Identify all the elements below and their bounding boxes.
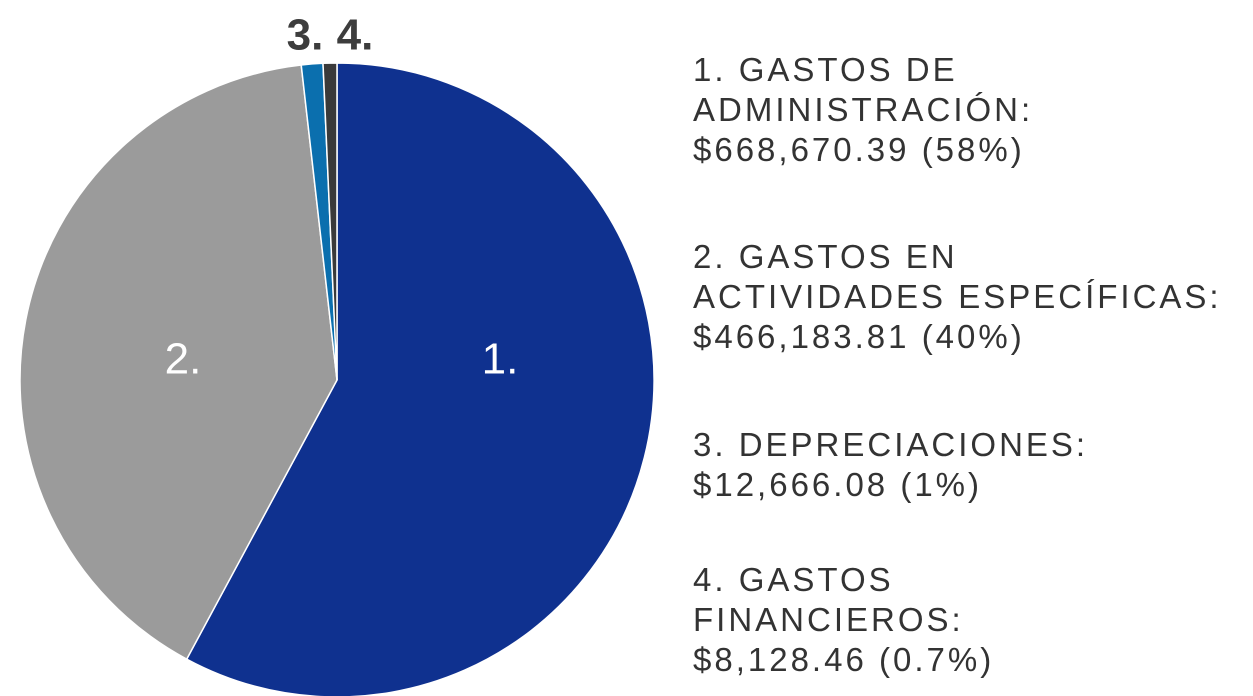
legend-entry: 2. GASTOS EN ACTIVIDADES ESPECÍFICAS: $466… <box>693 237 1222 357</box>
legend-entry: 3. DEPRECIACIONES: $12,666.08 (1%) <box>693 425 1088 505</box>
pie-slice <box>19 64 338 661</box>
slice-label: 1. <box>482 335 519 384</box>
legend-value-row: $466,183.81 (40%) <box>693 317 1222 357</box>
legend-entry: 4. GASTOS FINANCIEROS: $8,128.46 (0.7%) <box>693 560 994 680</box>
value-label: $12,666.08 <box>693 466 889 503</box>
legend-value-row: $12,666.08 (1%) <box>693 465 1088 505</box>
pie-slice <box>322 62 338 381</box>
value-label: $8,128.46 <box>693 641 867 678</box>
percent-label: (58%) <box>921 131 1025 168</box>
pie-chart: 1. 2. 3. 4. <box>19 11 655 696</box>
value-label: $668,670.39 <box>693 131 910 168</box>
legend-value-row: $8,128.46 (0.7%) <box>693 640 994 680</box>
slice-label: 4. <box>337 11 374 60</box>
legend-text: ADMINISTRACIÓN: <box>693 91 1034 128</box>
legend-text: 3. DEPRECIACIONES: <box>693 426 1089 463</box>
legend-text: 4. GASTOS <box>693 561 894 598</box>
pie-slice <box>185 62 655 696</box>
legend-text: ACTIVIDADES ESPECÍFICAS: <box>693 278 1222 315</box>
legend-entry: 1. GASTOS DE ADMINISTRACIÓN: $668,670.39 (… <box>693 50 1033 170</box>
legend-text: 1. GASTOS DE <box>693 51 958 88</box>
legend-text: FINANCIEROS: <box>693 601 964 638</box>
legend-value-row: $668,670.39 (58%) <box>693 130 1033 170</box>
value-label: $466,183.81 <box>693 318 910 355</box>
slice-label: 3. <box>287 11 324 60</box>
percent-label: (0.7%) <box>878 641 995 678</box>
percent-label: (1%) <box>900 466 983 503</box>
legend-text: 2. GASTOS EN <box>693 238 958 275</box>
slice-label: 2. <box>165 335 202 384</box>
percent-label: (40%) <box>921 318 1025 355</box>
